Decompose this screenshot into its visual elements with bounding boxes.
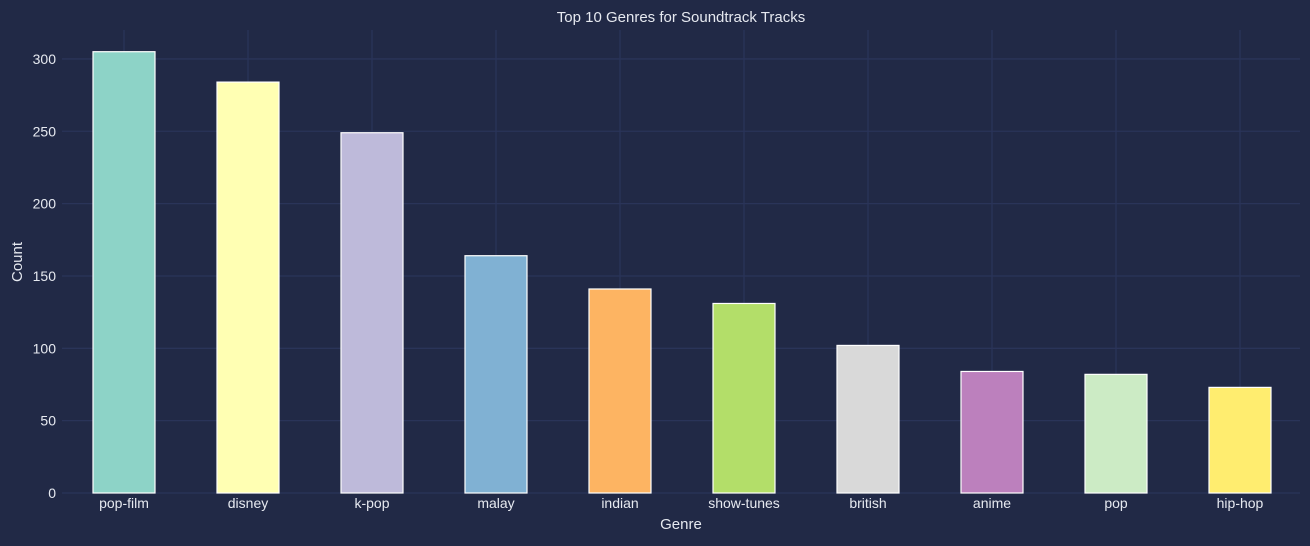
x-tick-label: k-pop xyxy=(354,495,389,511)
y-tick-label: 150 xyxy=(33,268,57,284)
bar-k-pop xyxy=(340,132,404,494)
bar-disney xyxy=(216,81,280,494)
ticks-layer: pop-film disney k-pop malay indian show-tunes… xyxy=(33,51,1264,511)
bar-pop xyxy=(1084,373,1148,494)
y-axis-label: Count xyxy=(9,241,26,282)
x-tick-label: disney xyxy=(228,495,268,511)
bar-show-tunes xyxy=(712,302,776,494)
bar-anime xyxy=(960,370,1024,494)
bar-british xyxy=(836,344,900,494)
y-tick-label: 250 xyxy=(33,123,57,139)
x-tick-label: hip-hop xyxy=(1217,495,1264,511)
bars-layer xyxy=(92,51,1272,494)
chart-title: Top 10 Genres for Soundtrack Tracks xyxy=(557,9,805,26)
bar-indian xyxy=(588,288,652,494)
bar-hip-hop xyxy=(1208,386,1272,494)
y-tick-label: 50 xyxy=(40,413,56,429)
x-tick-label: pop-film xyxy=(99,495,149,511)
x-axis-label: Genre xyxy=(660,516,702,533)
bar-malay xyxy=(464,255,528,494)
x-tick-label: anime xyxy=(973,495,1011,511)
y-tick-label: 200 xyxy=(33,196,57,212)
x-tick-label: malay xyxy=(477,495,514,511)
bar-pop-film xyxy=(92,51,156,494)
y-tick-label: 300 xyxy=(33,51,57,67)
x-tick-label: indian xyxy=(601,495,638,511)
x-tick-label: show-tunes xyxy=(708,495,780,511)
x-tick-label: british xyxy=(849,495,886,511)
x-tick-label: pop xyxy=(1104,495,1128,511)
y-tick-label: 100 xyxy=(33,340,57,356)
y-tick-label: 0 xyxy=(48,485,56,501)
